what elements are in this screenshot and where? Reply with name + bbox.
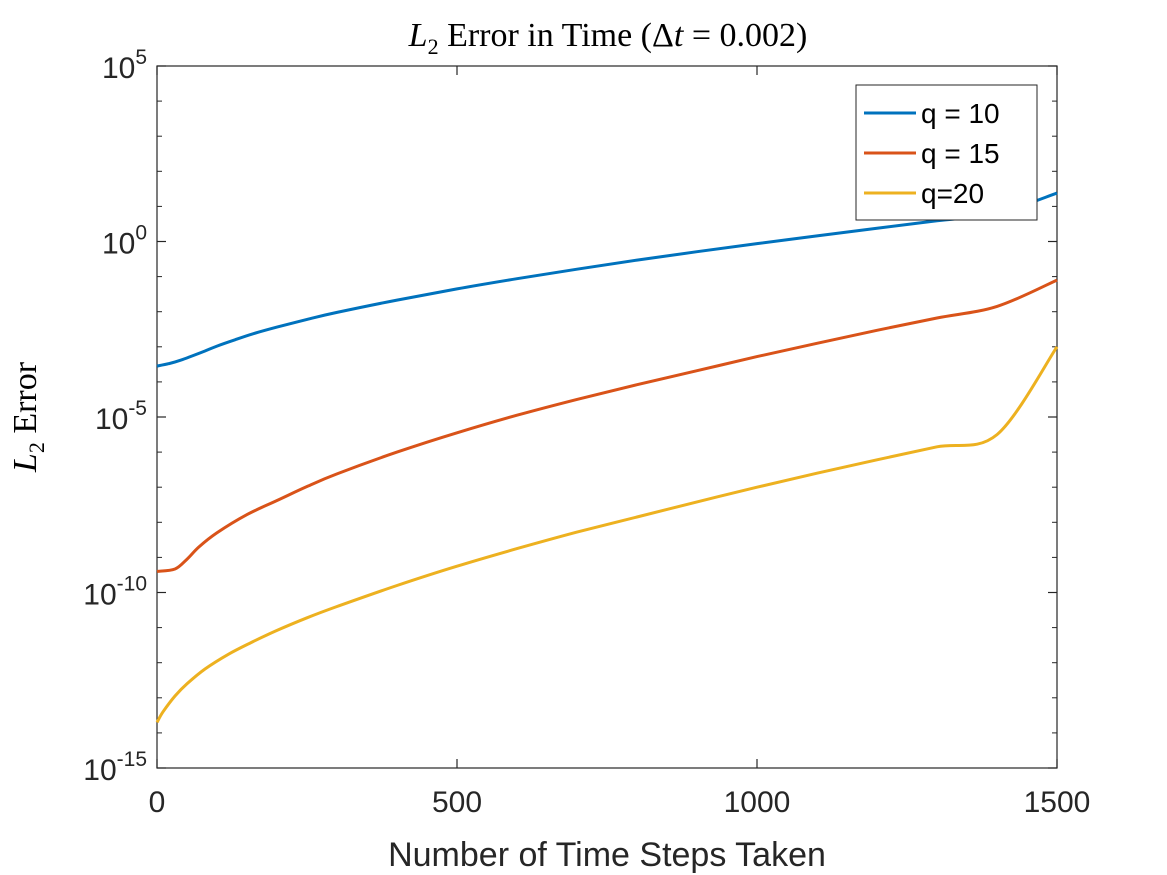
title-subscript: 2 <box>428 34 439 59</box>
legend-label-1: q = 15 <box>921 138 1000 169</box>
x-tick-label-1: 500 <box>432 786 482 819</box>
y-tick-label-2: 10-5 <box>95 397 147 436</box>
y-tick-base: 10 <box>83 754 116 787</box>
x-tick-labels: 0 500 1000 1500 <box>149 786 1091 819</box>
title-t: t <box>674 17 685 54</box>
y-tick-base: 10 <box>102 228 135 261</box>
ylabel-l: L <box>7 453 44 473</box>
y-tick-exponent: -5 <box>128 397 147 420</box>
x-axis-label: Number of Time Steps Taken <box>388 836 826 874</box>
y-tick-label-0: 10-15 <box>83 748 147 787</box>
y-tick-exponent: -10 <box>117 573 147 596</box>
x-tick-label-3: 1500 <box>1024 786 1091 819</box>
title-delta: Δ <box>652 17 674 54</box>
y-tick-exponent: 5 <box>135 46 147 69</box>
y-tick-exponent: 0 <box>135 222 147 245</box>
legend-label-2: q=20 <box>921 178 984 209</box>
x-tick-label-2: 1000 <box>724 786 791 819</box>
title-l: L <box>408 17 428 54</box>
y-tick-label-1: 10-10 <box>83 573 147 612</box>
ylabel-rest: Error <box>7 361 44 442</box>
title-eq: = 0.002) <box>683 17 807 54</box>
series-line-1 <box>156 278 1058 573</box>
y-tick-exponent: -15 <box>117 748 147 771</box>
chart-title: L2 Error in Time (Δt = 0.002) <box>408 17 808 59</box>
y-tick-label-4: 105 <box>102 46 147 85</box>
minor-ticks <box>157 100 1057 734</box>
legend-label-0: q = 10 <box>921 98 1000 129</box>
series-lines <box>155 191 1059 724</box>
y-tick-base: 10 <box>102 52 135 85</box>
series-line-2 <box>155 345 1059 724</box>
title-rest: Error in Time ( <box>439 17 652 54</box>
x-tick-label-0: 0 <box>149 786 166 819</box>
y-tick-base: 10 <box>83 579 116 612</box>
y-tick-base: 10 <box>95 403 128 436</box>
ylabel-subscript: 2 <box>24 442 49 453</box>
legend: q = 10 q = 15 q=20 <box>855 84 1038 221</box>
y-tick-label-3: 100 <box>102 222 147 261</box>
major-ticks <box>156 65 1058 769</box>
y-axis-label: L2 Error <box>7 361 49 473</box>
legend-items: q = 10 q = 15 q=20 <box>864 98 1000 209</box>
series-line-0 <box>156 191 1058 368</box>
